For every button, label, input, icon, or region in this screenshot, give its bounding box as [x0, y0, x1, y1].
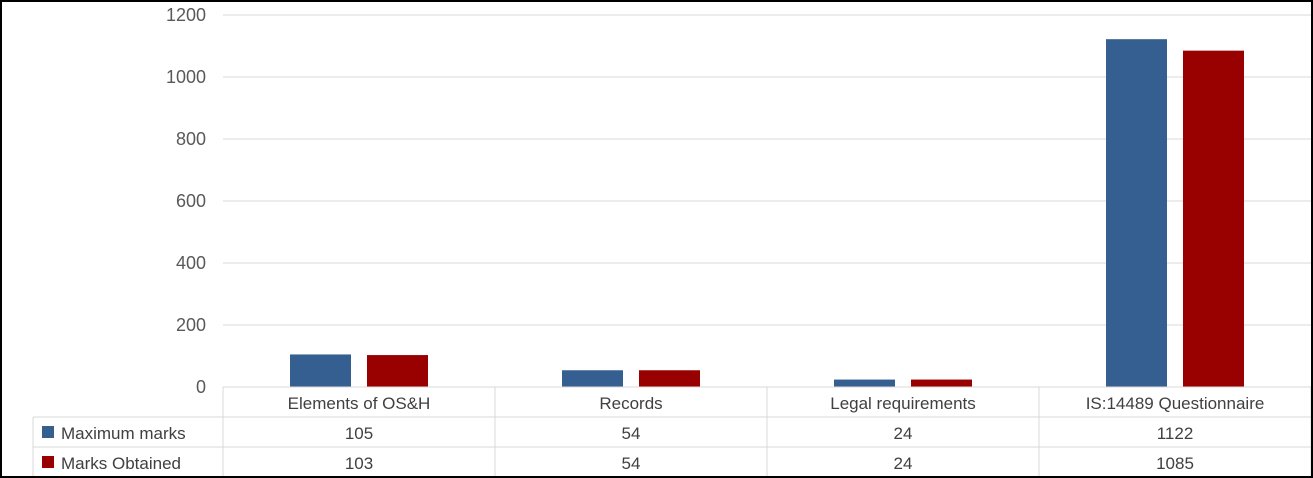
table-cell-value: 24 — [894, 454, 913, 473]
bar-marks-obtained — [1183, 50, 1244, 388]
x-category-label: Elements of OS&H — [288, 394, 431, 413]
x-category-label: Records — [599, 394, 662, 413]
x-category-label: Legal requirements — [830, 394, 976, 413]
table-cell-value: 105 — [345, 424, 373, 443]
legend-label: Maximum marks — [61, 424, 186, 443]
bar-marks-obtained — [367, 355, 428, 387]
bar-maximum-marks — [834, 379, 895, 387]
table-cell-value: 1085 — [1156, 454, 1194, 473]
legend-key — [42, 456, 54, 468]
x-category-label: IS:14489 Questionnaire — [1086, 394, 1265, 413]
bar-maximum-marks — [290, 354, 351, 387]
y-tick-label: 400 — [176, 253, 206, 273]
table-cell-value: 54 — [622, 454, 641, 473]
legend-label: Marks Obtained — [61, 454, 181, 473]
bar-maximum-marks — [1106, 39, 1167, 388]
legend-key — [42, 426, 54, 438]
bar-marks-obtained — [911, 379, 972, 387]
y-tick-label: 200 — [176, 315, 206, 335]
table-cell-value: 24 — [894, 424, 913, 443]
bar-maximum-marks — [562, 370, 623, 387]
bar-marks-obtained — [639, 370, 700, 387]
table-cell-value: 1122 — [1157, 424, 1194, 443]
y-tick-label: 600 — [176, 191, 206, 211]
table-cell-value: 54 — [622, 424, 641, 443]
y-tick-label: 1200 — [166, 5, 206, 25]
y-tick-label: 0 — [196, 377, 206, 397]
y-tick-label: 1000 — [166, 67, 206, 87]
y-tick-label: 800 — [176, 129, 206, 149]
table-cell-value: 103 — [345, 454, 373, 473]
